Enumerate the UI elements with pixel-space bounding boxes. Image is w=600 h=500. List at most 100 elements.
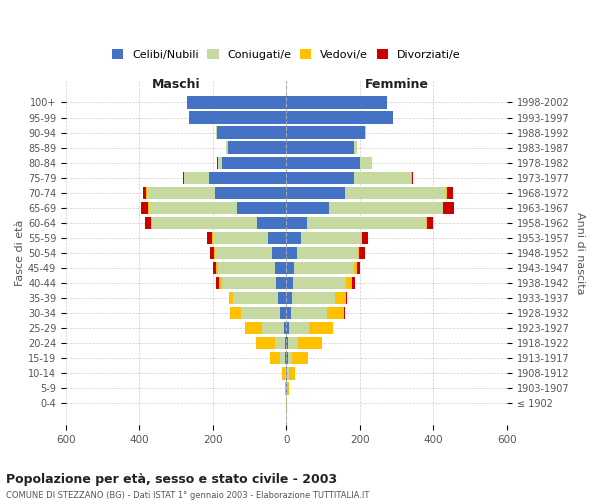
Bar: [216, 277, 219, 289]
Bar: [280, 307, 286, 320]
Bar: [241, 307, 280, 320]
Bar: [365, 126, 366, 138]
Bar: [285, 337, 286, 349]
Bar: [447, 186, 453, 199]
Bar: [301, 232, 361, 244]
Bar: [286, 142, 355, 154]
Bar: [212, 232, 213, 244]
Bar: [288, 337, 298, 349]
Bar: [216, 262, 218, 274]
Bar: [287, 382, 289, 394]
Bar: [148, 202, 149, 214]
Bar: [145, 216, 151, 229]
Bar: [357, 262, 360, 274]
Bar: [329, 202, 443, 214]
Bar: [214, 247, 215, 259]
Bar: [257, 216, 286, 229]
Bar: [285, 382, 286, 394]
Bar: [286, 172, 355, 184]
Bar: [284, 367, 286, 380]
Bar: [307, 216, 426, 229]
Bar: [362, 232, 368, 244]
Bar: [227, 142, 286, 154]
Bar: [147, 186, 215, 199]
Bar: [141, 202, 148, 214]
Bar: [215, 186, 286, 199]
Bar: [245, 322, 262, 334]
Bar: [289, 367, 295, 380]
Text: COMUNE DI STEZZANO (BG) - Dati ISTAT 1° gennaio 2003 - Elaborazione TUTTITALIA.I: COMUNE DI STEZZANO (BG) - Dati ISTAT 1° …: [6, 491, 370, 500]
Bar: [291, 307, 327, 320]
Bar: [327, 307, 344, 320]
Bar: [218, 262, 275, 274]
Bar: [222, 156, 286, 169]
Bar: [209, 247, 214, 259]
Bar: [285, 352, 286, 364]
Bar: [355, 142, 357, 154]
Bar: [149, 202, 237, 214]
Bar: [233, 292, 278, 304]
Bar: [256, 337, 275, 349]
Bar: [213, 232, 268, 244]
Bar: [286, 156, 360, 169]
Bar: [187, 96, 286, 108]
Bar: [286, 398, 287, 409]
Bar: [229, 292, 233, 304]
Bar: [286, 262, 295, 274]
Bar: [298, 247, 358, 259]
Bar: [352, 277, 355, 289]
Bar: [226, 142, 227, 154]
Bar: [278, 292, 286, 304]
Bar: [286, 322, 289, 334]
Bar: [286, 337, 288, 349]
Bar: [287, 367, 289, 380]
Legend: Celibi/Nubili, Coniugati/e, Vedovi/e, Divorziati/e: Celibi/Nubili, Coniugati/e, Vedovi/e, Di…: [107, 45, 465, 64]
Y-axis label: Anni di nascita: Anni di nascita: [575, 212, 585, 294]
Bar: [207, 232, 212, 244]
Bar: [217, 126, 286, 138]
Bar: [189, 112, 286, 124]
Bar: [286, 367, 287, 380]
Bar: [286, 352, 288, 364]
Bar: [345, 186, 446, 199]
Bar: [219, 277, 221, 289]
Bar: [268, 232, 286, 244]
Bar: [286, 247, 298, 259]
Bar: [143, 186, 146, 199]
Text: Maschi: Maschi: [152, 78, 200, 91]
Bar: [221, 277, 276, 289]
Bar: [295, 262, 354, 274]
Bar: [286, 292, 292, 304]
Bar: [218, 156, 222, 169]
Bar: [361, 232, 362, 244]
Bar: [213, 262, 216, 274]
Bar: [412, 172, 413, 184]
Bar: [262, 322, 284, 334]
Bar: [275, 337, 285, 349]
Bar: [183, 172, 184, 184]
Bar: [276, 277, 286, 289]
Bar: [230, 307, 241, 320]
Bar: [270, 352, 280, 364]
Bar: [286, 112, 393, 124]
Bar: [280, 352, 285, 364]
Bar: [426, 216, 427, 229]
Bar: [293, 277, 346, 289]
Bar: [209, 172, 286, 184]
Bar: [286, 277, 293, 289]
Bar: [286, 232, 301, 244]
Bar: [215, 247, 272, 259]
Bar: [286, 186, 345, 199]
Bar: [355, 172, 412, 184]
Bar: [344, 307, 345, 320]
Bar: [216, 126, 217, 138]
Y-axis label: Fasce di età: Fasce di età: [15, 220, 25, 286]
Bar: [309, 322, 332, 334]
Bar: [358, 247, 359, 259]
Bar: [446, 186, 447, 199]
Bar: [152, 216, 257, 229]
Bar: [292, 352, 308, 364]
Bar: [151, 216, 152, 229]
Text: Femmine: Femmine: [365, 78, 428, 91]
Bar: [284, 322, 286, 334]
